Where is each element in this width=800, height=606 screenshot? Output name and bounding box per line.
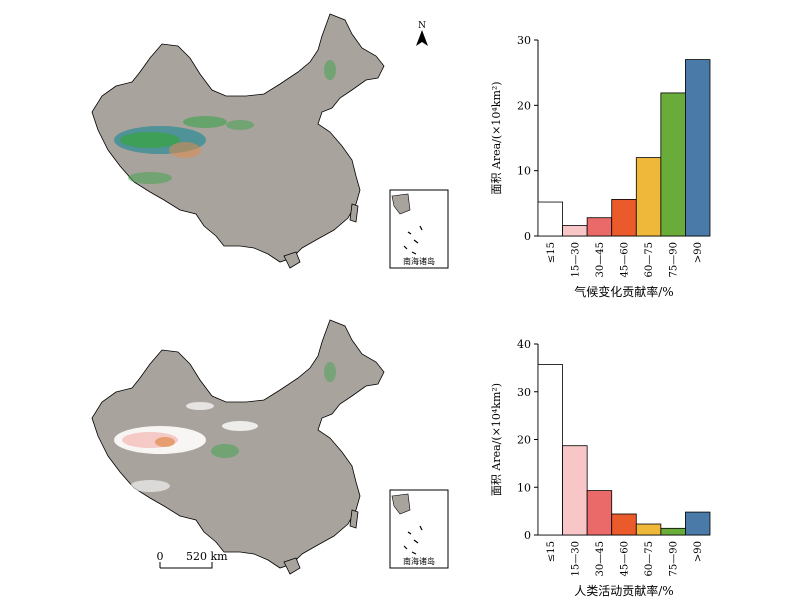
y-tick-label: 30 bbox=[517, 34, 531, 47]
x-tick-label: 75—90 bbox=[669, 242, 680, 277]
china-outline bbox=[91, 319, 385, 569]
bar bbox=[537, 201, 563, 237]
bar bbox=[537, 364, 563, 536]
y-tick-label: 20 bbox=[517, 434, 531, 447]
hainan-island bbox=[283, 557, 301, 575]
bar bbox=[611, 513, 637, 536]
y-tick-label: 10 bbox=[517, 481, 531, 494]
bar bbox=[586, 217, 613, 237]
x-tick-label: 45—60 bbox=[620, 242, 631, 277]
x-tick-label: 60—75 bbox=[644, 242, 655, 277]
x-tick-label: ≤15 bbox=[546, 541, 557, 562]
y-axis-label: 面积 Area/(×10⁴km²) bbox=[490, 383, 503, 496]
x-tick-label: >90 bbox=[693, 242, 704, 263]
china-outline bbox=[91, 13, 385, 263]
y-tick-label: 40 bbox=[517, 338, 531, 351]
y-axis-label: 面积 Area/(×10⁴km²) bbox=[490, 81, 503, 194]
x-tick-label: 75—90 bbox=[669, 541, 680, 576]
bar bbox=[586, 490, 613, 536]
x-tick-label: 30—45 bbox=[595, 242, 606, 277]
south-china-sea-inset: 南海诸岛 bbox=[389, 489, 449, 569]
scale-bar: 0 520 km bbox=[157, 550, 228, 569]
scale-end-label: 520 km bbox=[186, 550, 228, 563]
x-tick-label: 45—60 bbox=[620, 541, 631, 576]
taiwan-island bbox=[349, 509, 359, 529]
north-arrow: N bbox=[416, 21, 428, 46]
scale-start-label: 0 bbox=[157, 550, 164, 563]
climate-contribution-chart: 0 10 20 30 ≤15 15—30 30—45 45—60 60—75 75—90 >90 面积… bbox=[490, 34, 711, 299]
y-tick-label: 30 bbox=[517, 386, 531, 399]
inset-label: 南海诸岛 bbox=[403, 556, 435, 566]
taiwan-island bbox=[349, 203, 359, 223]
bar bbox=[660, 92, 686, 237]
bar bbox=[635, 157, 662, 237]
top-map: 南海诸岛 N bbox=[91, 13, 449, 269]
bar bbox=[562, 225, 588, 237]
x-tick-label: 30—45 bbox=[595, 541, 606, 576]
x-tick-label: 60—75 bbox=[644, 541, 655, 576]
vegetation-pattern bbox=[114, 362, 336, 492]
bar bbox=[660, 527, 686, 536]
y-tick-label: 0 bbox=[524, 230, 531, 243]
bar bbox=[635, 523, 662, 536]
north-arrow-label: N bbox=[418, 21, 426, 31]
x-tick-label: 15—30 bbox=[570, 541, 581, 576]
y-tick-label: 20 bbox=[517, 99, 531, 112]
bar bbox=[685, 511, 711, 536]
bottom-map: 南海诸岛 0 520 km bbox=[91, 319, 449, 575]
y-tick-label: 0 bbox=[524, 529, 531, 542]
bar bbox=[562, 445, 588, 536]
x-tick-label: 15—30 bbox=[570, 242, 581, 277]
bar bbox=[611, 199, 637, 237]
south-china-sea-inset: 南海诸岛 bbox=[389, 189, 449, 269]
hainan-island bbox=[283, 251, 301, 269]
human-activity-contribution-chart: 0 10 20 30 40 ≤15 15—30 30—45 45—60 60—75 75—90 >90… bbox=[490, 338, 711, 598]
x-tick-label: >90 bbox=[693, 541, 704, 562]
x-axis-label: 气候变化贡献率/% bbox=[574, 284, 673, 299]
inset-label: 南海诸岛 bbox=[403, 256, 435, 266]
x-tick-label: ≤15 bbox=[546, 242, 557, 263]
y-tick-label: 10 bbox=[517, 165, 531, 178]
bar bbox=[685, 59, 711, 237]
x-axis-label: 人类活动贡献率/% bbox=[574, 583, 673, 598]
vegetation-pattern bbox=[114, 60, 336, 184]
